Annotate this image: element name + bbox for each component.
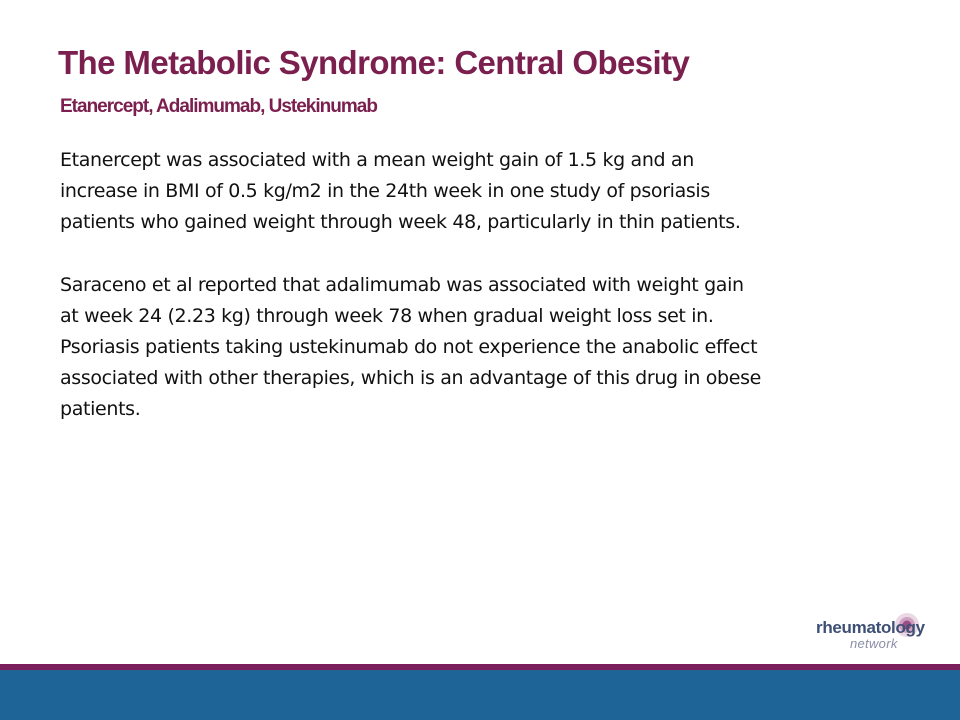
slide-title: The Metabolic Syndrome: Central Obesity — [58, 44, 690, 81]
paragraph-line: patients. — [60, 398, 141, 420]
paragraph-line: Etanercept was associated with a mean we… — [60, 149, 694, 171]
logo-wordmark: rheumatology — [816, 618, 925, 637]
paragraph-line: associated with other therapies, which i… — [60, 367, 761, 389]
paragraph-line: at week 24 (2.23 kg) through week 78 whe… — [60, 305, 714, 327]
rheumatology-network-logo: rheumatology network — [812, 612, 942, 657]
paragraph-line: patients who gained weight through week … — [60, 211, 741, 233]
paragraph-line: increase in BMI of 0.5 kg/m2 in the 24th… — [60, 180, 710, 202]
slide-subtitle: Etanercept, Adalimumab, Ustekinumab — [60, 96, 378, 117]
footer-bar — [0, 670, 960, 720]
paragraph-line: Saraceno et al reported that adalimumab … — [60, 274, 744, 296]
footer-stripe — [0, 664, 960, 670]
logo-tagline: network — [850, 636, 898, 651]
paragraph-line: Psoriasis patients taking ustekinumab do… — [60, 336, 758, 358]
paragraph-etanercept: Etanercept was associated with a mean we… — [60, 145, 940, 238]
logo-flower-icon — [895, 613, 919, 637]
paragraph-adalimumab-ustekinumab: Saraceno et al reported that adalimumab … — [60, 270, 940, 425]
